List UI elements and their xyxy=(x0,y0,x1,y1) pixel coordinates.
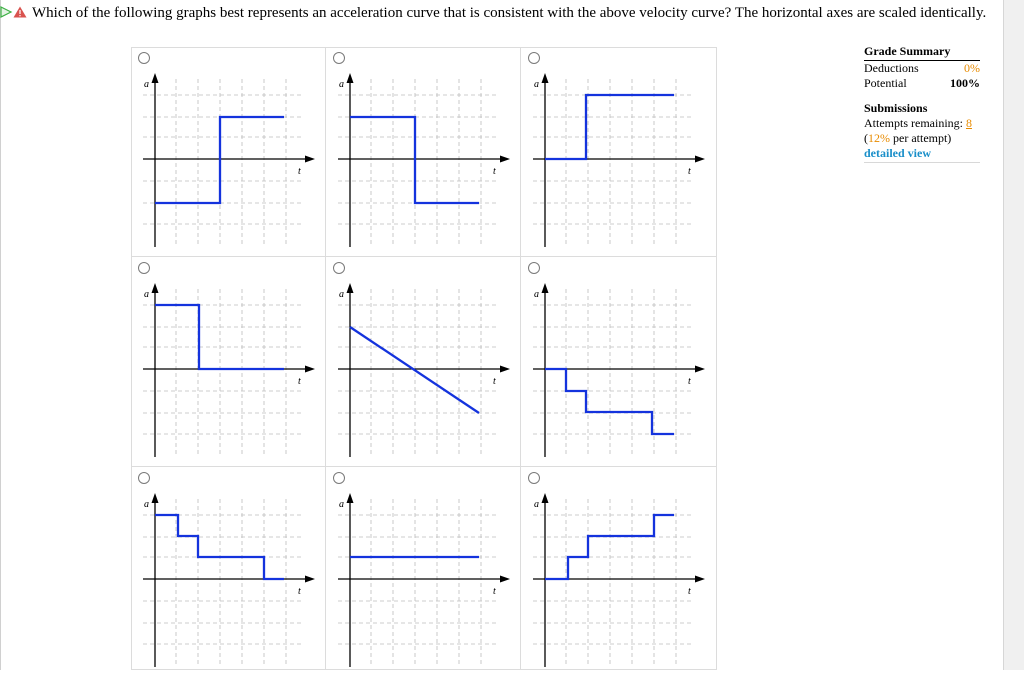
submissions-title: Submissions xyxy=(864,101,928,115)
graph-axes xyxy=(338,499,504,667)
acceleration-curve xyxy=(155,513,284,581)
x-axis-label: t xyxy=(688,586,691,597)
x-axis-label: t xyxy=(298,586,301,597)
option-radio[interactable] xyxy=(138,472,150,484)
option-radio[interactable] xyxy=(333,472,345,484)
option-radio[interactable] xyxy=(138,262,150,274)
graph-axes xyxy=(533,79,699,247)
acceleration-graph: at xyxy=(143,283,315,457)
y-axis-label: a xyxy=(339,79,344,90)
warning-icon xyxy=(13,6,27,18)
graph-grid xyxy=(143,499,301,667)
left-frame-edge xyxy=(0,0,1,670)
x-axis-label: t xyxy=(298,166,301,177)
per-attempt-row: (12% per attempt) xyxy=(864,131,980,146)
x-axis-label: t xyxy=(298,376,301,387)
graph-grid xyxy=(533,79,691,247)
grade-summary-title: Grade Summary xyxy=(864,44,980,61)
question-status-icons xyxy=(0,5,28,25)
acceleration-curve xyxy=(350,115,479,205)
x-axis-label: t xyxy=(493,586,496,597)
acceleration-curve xyxy=(545,367,674,436)
y-axis-label: a xyxy=(144,79,149,90)
acceleration-graph: at xyxy=(338,493,510,667)
question: Which of the following graphs best repre… xyxy=(0,4,990,25)
graph-axes xyxy=(143,499,309,667)
potential-label: Potential xyxy=(864,76,907,90)
acceleration-curve xyxy=(155,303,284,371)
acceleration-graph: at xyxy=(533,283,705,457)
deductions-value: 0% xyxy=(964,61,980,75)
acceleration-curve xyxy=(545,513,674,581)
open-paren: ( xyxy=(864,131,868,145)
option-radio[interactable] xyxy=(528,52,540,64)
attempts-label: Attempts remaining: xyxy=(864,116,963,130)
y-axis-label: a xyxy=(534,499,539,510)
detailed-view-link[interactable]: detailed view xyxy=(864,146,931,160)
question-text: Which of the following graphs best repre… xyxy=(32,5,987,21)
potential-row: Potential 100% xyxy=(864,76,980,91)
option-radio[interactable] xyxy=(333,52,345,64)
x-axis-label: t xyxy=(688,376,691,387)
graph-axes xyxy=(338,79,504,247)
per-attempt-value: 12% xyxy=(868,131,890,145)
graph-grid xyxy=(338,79,496,247)
per-attempt-suffix: per attempt) xyxy=(893,131,952,145)
detailed-view-row: detailed view xyxy=(864,146,980,163)
graph-axes xyxy=(143,289,309,457)
y-axis-label: a xyxy=(144,289,149,300)
y-axis-label: a xyxy=(534,79,539,90)
x-axis-label: t xyxy=(493,376,496,387)
acceleration-graph: at xyxy=(533,493,705,667)
x-axis-label: t xyxy=(493,166,496,177)
attempts-value: 8 xyxy=(965,116,972,130)
y-axis-label: a xyxy=(339,289,344,300)
graph-grid xyxy=(533,289,691,457)
option-radio[interactable] xyxy=(138,52,150,64)
acceleration-curve xyxy=(349,326,480,414)
y-axis-label: a xyxy=(534,289,539,300)
acceleration-graph: at xyxy=(338,283,510,457)
y-axis-label: a xyxy=(144,499,149,510)
x-axis-label: t xyxy=(688,166,691,177)
graph-grid xyxy=(143,79,301,247)
graph-grid xyxy=(338,499,496,667)
attempts-row: Attempts remaining: 8 xyxy=(864,116,980,131)
acceleration-curve xyxy=(545,93,674,161)
scrollbar[interactable] xyxy=(1003,0,1024,670)
acceleration-graph: at xyxy=(143,73,315,247)
option-radio[interactable] xyxy=(528,262,540,274)
graph-grid xyxy=(143,289,301,457)
potential-value: 100% xyxy=(950,76,980,90)
grade-summary-panel: Grade Summary Deductions 0% Potential 10… xyxy=(864,44,980,163)
acceleration-graph: at xyxy=(143,493,315,667)
acceleration-curve xyxy=(155,115,284,205)
deductions-label: Deductions xyxy=(864,61,919,75)
y-axis-label: a xyxy=(339,499,344,510)
play-icon[interactable] xyxy=(0,6,13,18)
graph-axes xyxy=(143,79,309,247)
graph-axes xyxy=(533,289,699,457)
graph-axes xyxy=(533,499,699,667)
option-radio[interactable] xyxy=(333,262,345,274)
submissions-block: Submissions Attempts remaining: 8 (12% p… xyxy=(864,101,980,163)
deductions-row: Deductions 0% xyxy=(864,61,980,76)
option-radio[interactable] xyxy=(528,472,540,484)
graph-grid xyxy=(533,499,691,667)
acceleration-graph: at xyxy=(533,73,705,247)
graph-axes xyxy=(338,289,504,457)
acceleration-graph: at xyxy=(338,73,510,247)
